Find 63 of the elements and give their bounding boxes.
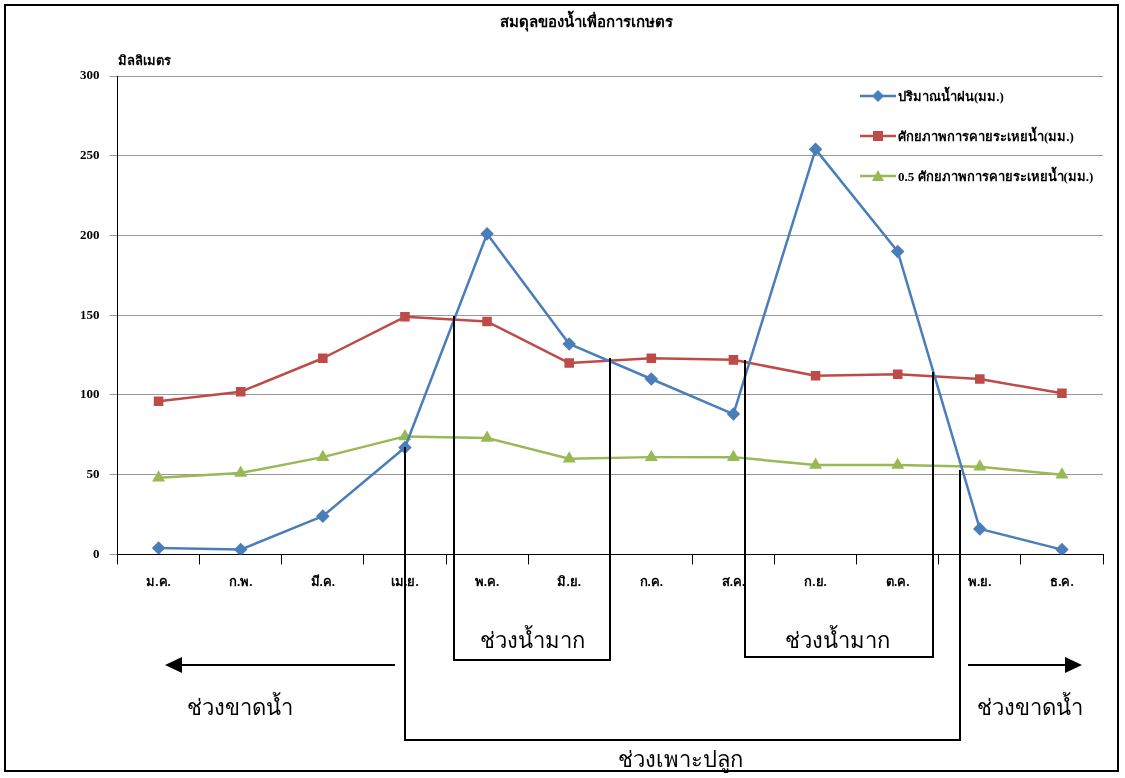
x-tick-label: มิ.ย. [557, 573, 581, 589]
chart-title: สมดุลของน้ำเพื่อการเกษตร [500, 9, 674, 32]
point [645, 372, 658, 386]
legend-label: ศักยภาพการคายระเหยน้ำ(มม.) [898, 125, 1074, 146]
text: ช่วงน้ำมาก [479, 624, 585, 655]
x-tick-label: พ.ย. [968, 573, 992, 589]
point [400, 312, 410, 322]
point [152, 471, 165, 482]
point [564, 358, 574, 368]
text: ช่วงน้ำมาก [784, 624, 890, 655]
y-tick-label: 200 [80, 226, 100, 242]
point [975, 374, 985, 384]
point [728, 355, 739, 365]
y-tick-label: 50 [86, 466, 100, 482]
legend-label: ปริมาณน้ำฝน(มม.) [898, 85, 1004, 106]
point [727, 407, 740, 421]
point [480, 227, 494, 241]
text: ช่วงขาดน้ำ [977, 691, 1083, 722]
point [482, 316, 492, 327]
point [891, 245, 904, 258]
x-tick-label: ม.ค. [146, 573, 171, 589]
point [809, 458, 822, 469]
point [318, 353, 328, 364]
point [234, 543, 247, 555]
legend-label: 0.5 ศักยภาพการคายระเหยน้ำ(มม.) [898, 165, 1094, 186]
point [235, 386, 246, 397]
x-tick-label: ก.พ. [228, 573, 253, 589]
point [646, 353, 657, 364]
point [1055, 543, 1069, 555]
point [153, 396, 164, 407]
y-axis-title: มิลลิเมตร [118, 52, 171, 70]
point [727, 450, 740, 461]
y-tick-label: 250 [80, 147, 100, 163]
y-tick-label: 0 [93, 545, 100, 561]
y-tick-label: 100 [80, 386, 100, 402]
point [235, 466, 247, 477]
point [810, 371, 821, 381]
x-tick-label: มี.ค. [310, 573, 336, 589]
x-tick-label: ก.ย. [804, 573, 827, 589]
text: ช่วงเพาะปลูก [617, 746, 743, 775]
point [973, 522, 987, 536]
x-tick-label: ธ.ค. [1050, 573, 1074, 589]
point [809, 143, 822, 156]
y-tick-label: 150 [80, 306, 100, 322]
x-tick-label: ก.ค. [639, 573, 664, 589]
y-tick-label: 300 [80, 67, 100, 83]
point [399, 430, 411, 441]
point [1056, 468, 1068, 479]
point [974, 460, 986, 471]
point [152, 541, 165, 555]
x-tick-label: ส.ค. [721, 573, 746, 589]
point [645, 450, 657, 461]
point [316, 509, 330, 523]
point [563, 452, 575, 463]
point [1057, 388, 1067, 399]
point [317, 450, 329, 461]
point [892, 369, 903, 379]
x-tick-label: พ.ค. [474, 573, 500, 589]
point [481, 431, 493, 442]
text: ช่วงขาดน้ำ [187, 691, 293, 722]
point [892, 458, 904, 469]
point [562, 337, 576, 351]
x-tick-label: ต.ค. [885, 573, 910, 589]
